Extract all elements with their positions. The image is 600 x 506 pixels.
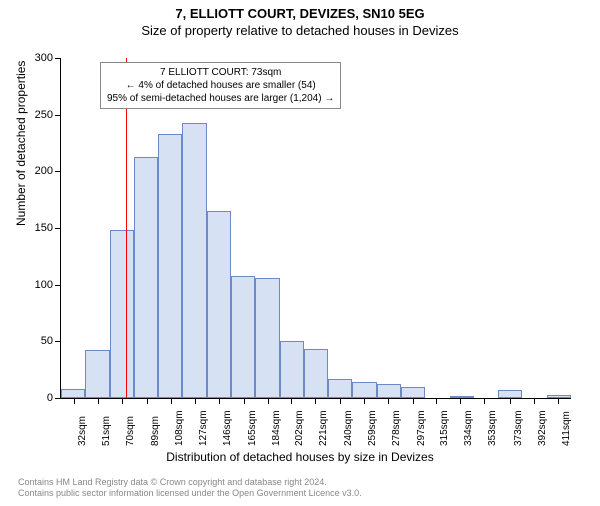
y-tick-label: 250: [23, 109, 53, 121]
y-axis-title: Number of detached properties: [14, 61, 28, 226]
x-tick-label: 89sqm: [150, 416, 161, 446]
y-tick-label: 100: [23, 279, 53, 291]
x-tick: [171, 398, 172, 404]
y-tick-label: 200: [23, 165, 53, 177]
histogram-bar: [134, 157, 158, 398]
x-tick: [413, 398, 414, 404]
chart-title-line2: Size of property relative to detached ho…: [0, 23, 600, 38]
histogram-bar: [280, 341, 304, 398]
x-tick-label: 221sqm: [318, 410, 329, 446]
x-tick: [388, 398, 389, 404]
x-tick: [558, 398, 559, 404]
histogram-bar: [61, 389, 85, 398]
x-tick-label: 297sqm: [416, 410, 427, 446]
histogram-bar: [328, 379, 352, 398]
x-tick-label: 51sqm: [101, 416, 112, 446]
histogram-bar: [352, 382, 376, 398]
x-tick-label: 202sqm: [294, 410, 305, 446]
x-tick: [74, 398, 75, 404]
y-tick-label: 0: [23, 392, 53, 404]
x-tick: [98, 398, 99, 404]
y-tick: [55, 58, 61, 59]
x-tick: [219, 398, 220, 404]
footer-line1: Contains HM Land Registry data © Crown c…: [18, 477, 362, 489]
chart-title-line1: 7, ELLIOTT COURT, DEVIZES, SN10 5EG: [0, 6, 600, 21]
footer: Contains HM Land Registry data © Crown c…: [18, 477, 362, 500]
x-tick-label: 184sqm: [271, 410, 282, 446]
x-tick-label: 334sqm: [463, 410, 474, 446]
x-tick-label: 127sqm: [198, 410, 209, 446]
plot-area: 05010015020025030032sqm51sqm70sqm89sqm10…: [60, 58, 571, 399]
x-tick-label: 353sqm: [487, 410, 498, 446]
y-tick: [55, 285, 61, 286]
histogram-bar: [498, 390, 522, 398]
y-tick: [55, 341, 61, 342]
x-tick-label: 373sqm: [513, 410, 524, 446]
info-line2: ← 4% of detached houses are smaller (54): [107, 79, 334, 92]
y-tick: [55, 171, 61, 172]
histogram-bar: [85, 350, 109, 398]
x-tick: [147, 398, 148, 404]
histogram-bar: [401, 387, 425, 398]
y-tick-label: 150: [23, 222, 53, 234]
x-tick-label: 392sqm: [537, 410, 548, 446]
x-tick: [195, 398, 196, 404]
y-tick: [55, 398, 61, 399]
x-tick-label: 240sqm: [343, 410, 354, 446]
x-tick-label: 32sqm: [77, 416, 88, 446]
x-tick-label: 259sqm: [367, 410, 378, 446]
histogram-bar: [377, 384, 401, 398]
x-tick: [510, 398, 511, 404]
info-box: 7 ELLIOTT COURT: 73sqm ← 4% of detached …: [100, 62, 341, 109]
chart-area: 05010015020025030032sqm51sqm70sqm89sqm10…: [60, 58, 570, 398]
x-tick: [364, 398, 365, 404]
marker-line: [126, 58, 127, 398]
x-tick: [534, 398, 535, 404]
x-axis-title: Distribution of detached houses by size …: [0, 450, 600, 464]
x-tick: [268, 398, 269, 404]
y-tick: [55, 115, 61, 116]
x-tick: [484, 398, 485, 404]
x-tick-label: 108sqm: [174, 410, 185, 446]
histogram-bar: [207, 211, 231, 398]
x-tick-label: 315sqm: [439, 410, 450, 446]
histogram-bar: [110, 230, 134, 398]
x-tick: [340, 398, 341, 404]
x-tick: [436, 398, 437, 404]
x-tick: [291, 398, 292, 404]
x-tick-label: 411sqm: [561, 411, 572, 446]
x-tick: [460, 398, 461, 404]
x-tick: [122, 398, 123, 404]
histogram-bar: [182, 123, 206, 398]
histogram-bar: [255, 278, 279, 398]
histogram-bar: [450, 396, 474, 398]
x-tick: [244, 398, 245, 404]
histogram-bar: [231, 276, 255, 398]
x-tick-label: 278sqm: [391, 410, 402, 446]
y-tick: [55, 228, 61, 229]
x-tick-label: 70sqm: [125, 416, 136, 446]
info-line1: 7 ELLIOTT COURT: 73sqm: [107, 66, 334, 79]
y-tick-label: 300: [23, 52, 53, 64]
info-line3: 95% of semi-detached houses are larger (…: [107, 92, 334, 105]
histogram-bar: [158, 134, 182, 398]
footer-line2: Contains public sector information licen…: [18, 488, 362, 500]
x-tick-label: 165sqm: [247, 410, 258, 446]
y-tick-label: 50: [23, 335, 53, 347]
histogram-bar: [304, 349, 328, 398]
x-tick: [315, 398, 316, 404]
x-tick-label: 146sqm: [222, 410, 233, 446]
